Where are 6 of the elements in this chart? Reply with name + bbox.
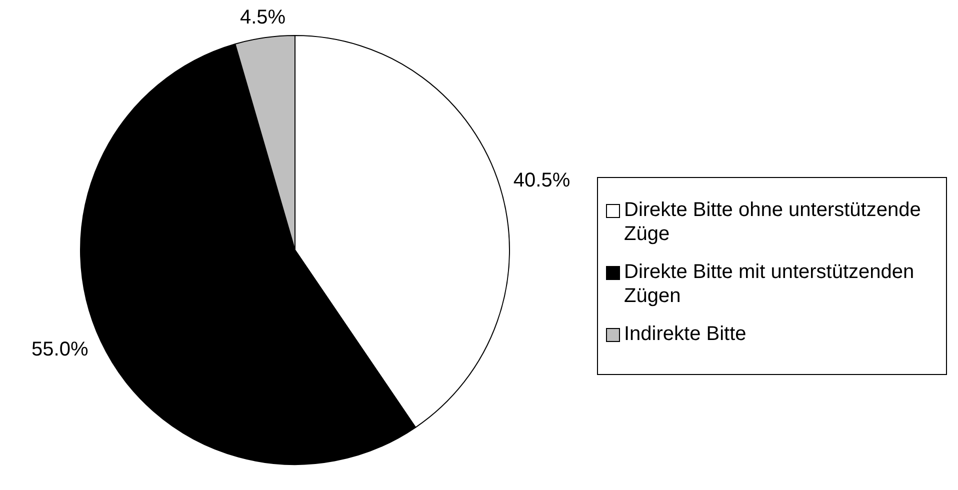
data-label: 4.5% bbox=[240, 6, 286, 28]
data-label: 55.0% bbox=[32, 338, 88, 360]
legend-label: Direkte Bitte mit unterstützenden Zügen bbox=[624, 260, 916, 308]
legend-label: Indirekte Bitte bbox=[624, 322, 746, 346]
legend-label: Direkte Bitte ohne unterstützende Züge bbox=[624, 198, 922, 246]
data-label: 40.5% bbox=[513, 170, 570, 192]
